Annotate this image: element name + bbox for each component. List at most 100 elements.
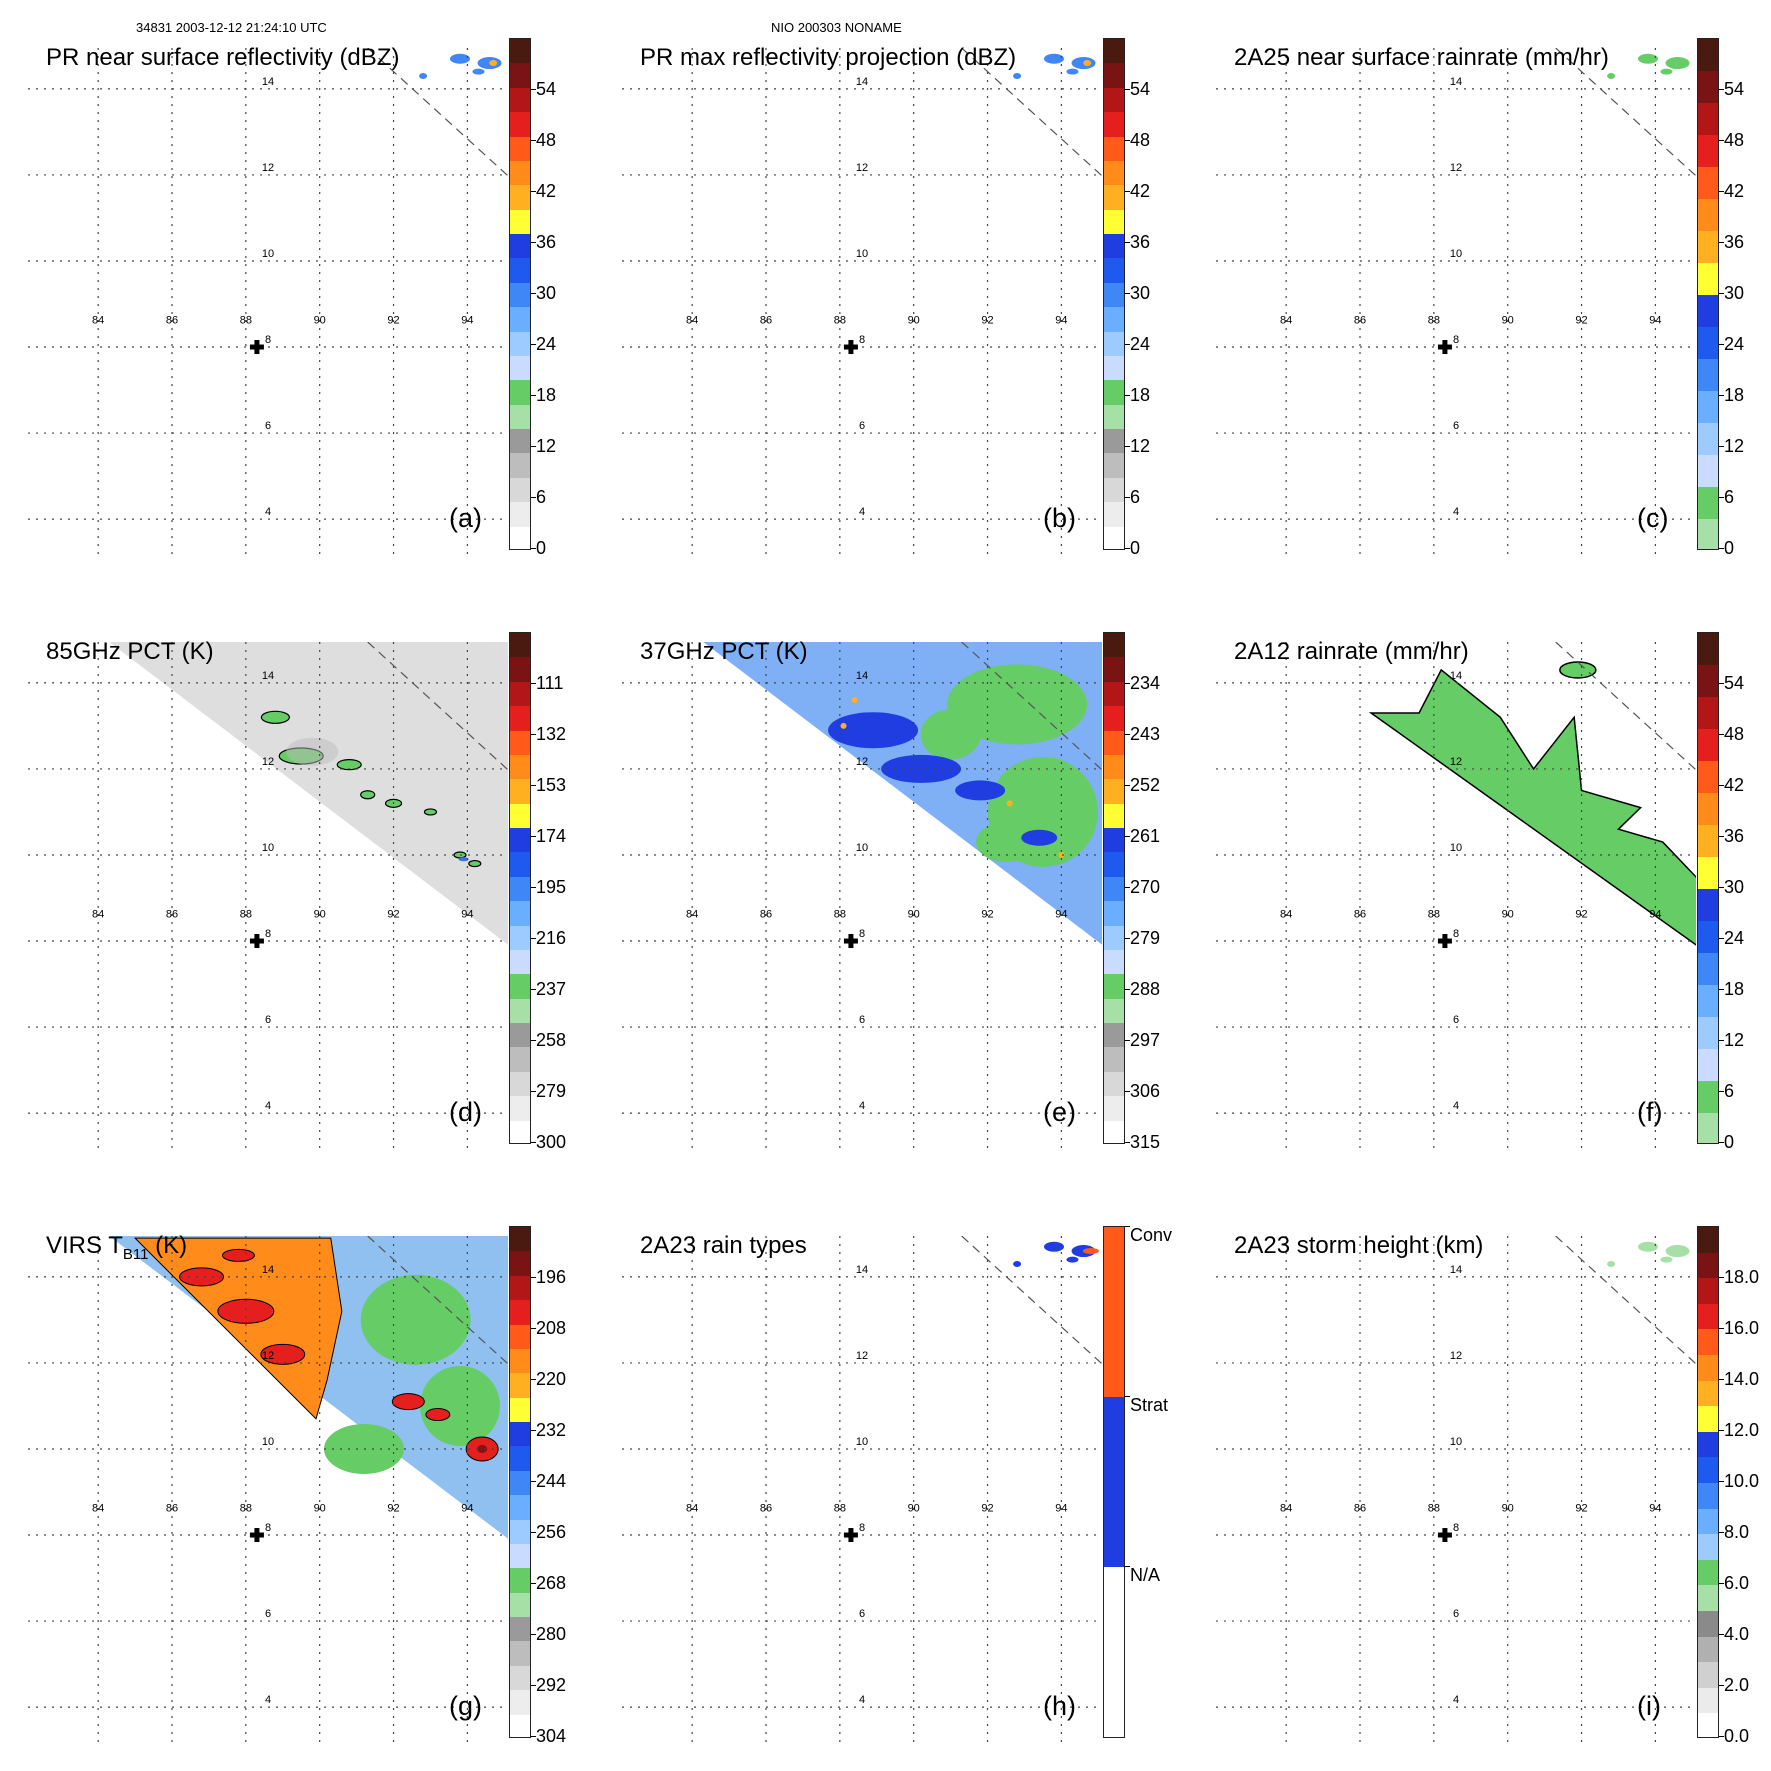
storm-center-marker bbox=[249, 340, 264, 355]
colorbar-tick-mark bbox=[531, 1142, 536, 1143]
colorbar-segment bbox=[1104, 331, 1124, 356]
colorbar-tick-mark bbox=[1719, 344, 1724, 345]
colorbar-tick-mark bbox=[1125, 938, 1130, 939]
colorbar-tick-label: 279 bbox=[536, 1081, 567, 1101]
grid bbox=[28, 48, 508, 560]
colorbar-tick-label: 48 bbox=[1130, 130, 1151, 150]
colorbar-segment bbox=[1698, 1081, 1718, 1113]
cloud-cell bbox=[336, 759, 362, 771]
colorbar-tick-mark bbox=[531, 395, 536, 396]
lat-tick-label: 4 bbox=[859, 506, 865, 518]
lat-tick-label: 12 bbox=[1450, 162, 1462, 174]
lon-tick-label: 94 bbox=[461, 1502, 473, 1514]
colorbar-segment bbox=[510, 1071, 530, 1097]
colorbar-tick-mark bbox=[1719, 446, 1724, 447]
panel-title-text: 2A25 near surface rainrate (mm/hr) bbox=[1234, 44, 1609, 71]
colorbar-segment bbox=[1698, 1227, 1718, 1253]
panel-label: (b) bbox=[1043, 503, 1076, 533]
colorbar-tick-label: 48 bbox=[1724, 130, 1745, 150]
swath-edge bbox=[1555, 1236, 1696, 1365]
marker-bar-v bbox=[848, 934, 854, 949]
cold-area bbox=[828, 712, 919, 749]
colorbar-segment bbox=[510, 633, 530, 658]
colorbar-segment bbox=[510, 901, 530, 926]
colorbar-segment bbox=[510, 876, 530, 902]
colorbar-segment bbox=[1698, 1017, 1718, 1049]
colorbar-tick-mark bbox=[1125, 548, 1130, 549]
lat-tick-label: 4 bbox=[1453, 1100, 1459, 1112]
lat-tick-label: 12 bbox=[1450, 756, 1462, 768]
colorbar-tick-label: 42 bbox=[1724, 775, 1745, 795]
colorbar-tick-mark bbox=[531, 938, 536, 939]
colorbar-tick-mark bbox=[531, 1583, 536, 1584]
swath-edge bbox=[1555, 642, 1696, 771]
warm-area bbox=[420, 1365, 500, 1446]
grid bbox=[1216, 642, 1696, 1154]
colorbar-tick-label: 48 bbox=[536, 130, 557, 150]
colorbar-tick-label: 270 bbox=[1130, 877, 1161, 897]
colorbar-tick-mark bbox=[531, 548, 536, 549]
colorbar-segment bbox=[510, 453, 530, 478]
colorbar-tick-label: 36 bbox=[1724, 232, 1745, 252]
colorbar-segment bbox=[1104, 706, 1124, 731]
colorbar-segment bbox=[1104, 477, 1124, 503]
colorbar-segment bbox=[1104, 852, 1124, 877]
panel-title: 2A25 near surface rainrate (mm/hr) bbox=[1234, 44, 1609, 72]
grid bbox=[28, 642, 508, 1154]
swath-edge bbox=[961, 48, 1102, 177]
panel-title: 85GHz PCT (K) bbox=[46, 638, 214, 666]
colorbar-tick-label: 306 bbox=[1130, 1081, 1161, 1101]
colorbar-segment bbox=[1698, 487, 1718, 519]
panel-title: PR max reflectivity projection (dBZ) bbox=[640, 44, 1016, 72]
colorbar-tick-mark bbox=[531, 683, 536, 684]
lon-tick-label: 90 bbox=[1502, 314, 1514, 326]
echo bbox=[1013, 72, 1022, 79]
lat-tick-label: 14 bbox=[1450, 670, 1462, 682]
colorbar-tick-label: 18 bbox=[1724, 979, 1745, 999]
colorbar-tick-label: 315 bbox=[1130, 1132, 1161, 1152]
panel-label: (c) bbox=[1637, 503, 1669, 533]
colorbar-segment bbox=[510, 754, 530, 780]
colorbar-segment bbox=[1698, 1354, 1718, 1381]
swath-edge bbox=[961, 1236, 1102, 1365]
colorbar-tick-mark bbox=[1719, 734, 1724, 735]
colorbar-tick-mark bbox=[1719, 1532, 1724, 1533]
colorbar-segment bbox=[1698, 1508, 1718, 1535]
colorbar-tick-mark bbox=[1125, 293, 1130, 294]
colorbar-segment bbox=[510, 429, 530, 454]
storm-center-marker bbox=[843, 934, 858, 949]
panel-i: 84 86 88 90 92 94 14 12 10 8 6 4 2A23 storm height (… bbox=[1206, 1226, 1759, 1766]
colorbar-segment bbox=[510, 1495, 530, 1520]
colorbar-segment bbox=[1104, 404, 1124, 429]
colorbar-segment bbox=[510, 974, 530, 999]
echo bbox=[1044, 1241, 1064, 1252]
colorbar-tick-mark bbox=[531, 191, 536, 192]
cloud-cell bbox=[360, 790, 376, 800]
swath-edges bbox=[1555, 48, 1696, 177]
lat-tick-label: 8 bbox=[265, 1522, 271, 1534]
colorbar-tick-label: 174 bbox=[536, 826, 567, 846]
cold-area bbox=[881, 754, 962, 783]
colorbar-segment bbox=[1104, 502, 1124, 527]
hot-spot bbox=[1058, 851, 1065, 858]
lat-tick-label: 12 bbox=[262, 162, 274, 174]
colorbar-tick-mark bbox=[1719, 1091, 1724, 1092]
colorbar bbox=[1697, 38, 1719, 550]
colorbar-tick-mark bbox=[1719, 989, 1724, 990]
colorbar-segment bbox=[1104, 39, 1124, 64]
echo bbox=[472, 68, 485, 75]
echo bbox=[1044, 53, 1064, 64]
panel-label: (f) bbox=[1637, 1097, 1663, 1127]
lon-tick-label: 84 bbox=[1280, 1502, 1292, 1514]
colorbar-tick-mark bbox=[1125, 344, 1130, 345]
colorbar-segment bbox=[1698, 953, 1718, 985]
colorbar-tick-label: 0 bbox=[1130, 538, 1141, 558]
colorbar-segment bbox=[1698, 1534, 1718, 1560]
colorbar-segment bbox=[1698, 167, 1718, 199]
colorbar-segment bbox=[1698, 295, 1718, 327]
colorbar-tick-label: 268 bbox=[536, 1573, 567, 1593]
lat-tick-label: 4 bbox=[265, 1694, 271, 1706]
colorbar-segment bbox=[510, 1373, 530, 1398]
